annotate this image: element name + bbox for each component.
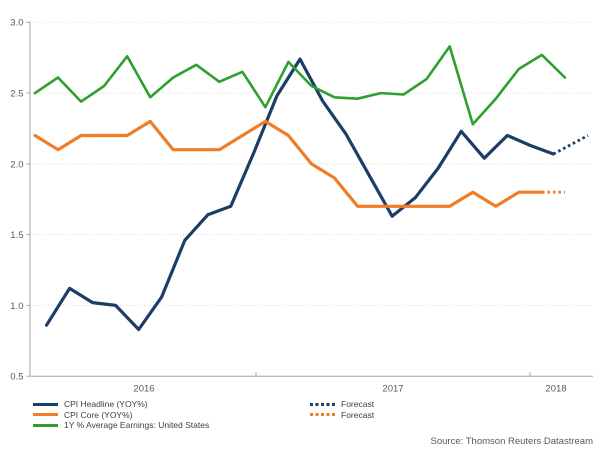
x-axis-label-2018: 2018 bbox=[545, 384, 566, 395]
cpi-headline-line-swatch bbox=[33, 402, 58, 406]
legend-label-cpi-core: CPI Core (YOY%) bbox=[64, 409, 133, 420]
x-axis-label-2017: 2017 bbox=[382, 384, 403, 395]
y-axis-label-1.5: 1.5 bbox=[10, 230, 23, 241]
legend-label-cpi-headline: CPI Headline (YOY%) bbox=[64, 399, 148, 409]
legend-label-forecast-core: Forecast bbox=[341, 409, 375, 420]
legend-item-cpi-core: CPI Core (YOY%) bbox=[33, 410, 209, 421]
source-attribution: Source: Thomson Reuters Datastream bbox=[430, 436, 593, 447]
x-axis-label-2016: 2016 bbox=[133, 384, 154, 395]
y-axis-label-3.0: 3.0 bbox=[10, 18, 23, 29]
forecast-headline-dotted-swatch bbox=[310, 402, 335, 406]
cpi-core-line-swatch bbox=[33, 413, 58, 417]
y-axis-label-2.5: 2.5 bbox=[10, 88, 23, 99]
legend-label-earnings: 1Y % Average Earnings: United States bbox=[64, 420, 210, 430]
forecast-core-dotted-swatch bbox=[310, 413, 335, 417]
forecast-line-0 bbox=[552, 134, 589, 156]
y-axis-label-1.0: 1.0 bbox=[10, 301, 23, 312]
series-line-0 bbox=[44, 57, 555, 332]
legend-item-earnings: 1Y % Average Earnings: United States bbox=[33, 420, 209, 431]
earnings-line-swatch bbox=[33, 423, 58, 427]
y-axis-label-0.5: 0.5 bbox=[10, 372, 23, 383]
series-line-1 bbox=[33, 119, 544, 208]
legend-item-forecast-headline: Forecast bbox=[310, 399, 374, 410]
legend-label-forecast-headline: Forecast bbox=[341, 399, 375, 409]
legend-item-forecast-core: Forecast bbox=[310, 410, 374, 421]
y-axis-label-2.0: 2.0 bbox=[10, 159, 23, 170]
series-line-2 bbox=[33, 45, 567, 126]
legend-item-cpi-headline: CPI Headline (YOY%) bbox=[33, 399, 209, 410]
legend-forecast: Forecast Forecast bbox=[310, 399, 374, 420]
legend-series: CPI Headline (YOY%) CPI Core (YOY%) 1Y %… bbox=[33, 399, 209, 431]
